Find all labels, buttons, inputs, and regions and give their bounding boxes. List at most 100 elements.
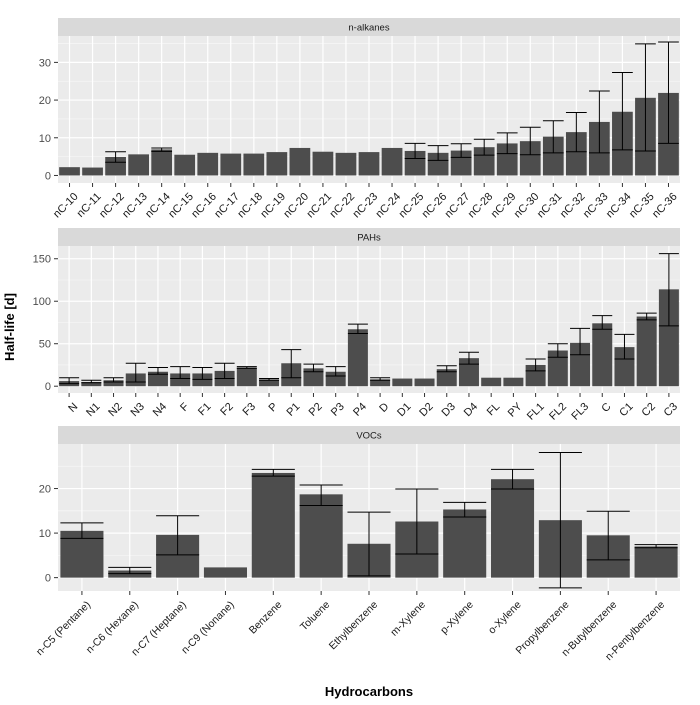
- panel-title: VOCs: [356, 431, 382, 442]
- y-axis-title: Half-life [d]: [2, 293, 17, 361]
- bar: [496, 143, 518, 176]
- x-tick-label: N: [66, 401, 80, 415]
- x-tick-label: N1: [84, 401, 102, 419]
- x-tick-label: P4: [351, 401, 369, 419]
- x-tick-label: nC-26: [420, 191, 450, 221]
- x-tick-label: nC-16: [189, 191, 219, 221]
- y-tick-label: 100: [33, 296, 51, 308]
- bar: [170, 373, 191, 387]
- x-tick-label: FL1: [525, 401, 547, 423]
- bar: [427, 152, 449, 176]
- x-tick-label: nC-30: [512, 191, 542, 221]
- x-tick-label: PY: [506, 400, 525, 419]
- x-tick-label: m-Xylene: [388, 599, 428, 639]
- bar: [220, 153, 242, 176]
- bar: [105, 156, 126, 176]
- bar: [443, 509, 487, 578]
- x-tick-label: D1: [395, 401, 413, 419]
- bar: [414, 378, 435, 387]
- x-tick-label: C: [599, 401, 613, 415]
- x-tick-label: C1: [617, 401, 635, 419]
- x-tick-label: nC-23: [351, 191, 381, 221]
- bar: [542, 136, 564, 176]
- x-tick-label: nC-31: [535, 191, 565, 221]
- panel-strip: [58, 426, 680, 444]
- x-tick-label: C3: [662, 401, 680, 419]
- x-tick-label: F: [178, 401, 191, 414]
- bar: [503, 377, 524, 387]
- bar: [525, 364, 546, 387]
- y-tick-label: 0: [45, 170, 51, 182]
- bar: [259, 379, 280, 387]
- bar: [634, 546, 678, 578]
- y-tick-label: 0: [45, 381, 51, 393]
- bar: [335, 152, 357, 176]
- x-tick-label: nC-27: [443, 191, 473, 221]
- bar: [565, 132, 587, 176]
- y-tick-label: 50: [39, 339, 51, 351]
- x-tick-label: nC-28: [466, 191, 496, 221]
- x-tick-label: nC-12: [97, 191, 127, 221]
- x-tick-label: Toluene: [298, 599, 333, 634]
- bar: [473, 147, 495, 176]
- x-tick-label: nC-19: [258, 191, 288, 221]
- y-tick-label: 10: [39, 528, 51, 540]
- panel-title: n-alkanes: [348, 23, 389, 34]
- x-tick-label: nC-29: [489, 191, 519, 221]
- y-tick-label: 10: [39, 133, 51, 145]
- bar: [458, 358, 479, 387]
- bar: [289, 147, 311, 176]
- x-tick-label: D: [377, 401, 391, 415]
- bar: [82, 167, 103, 176]
- bar: [151, 149, 173, 176]
- x-tick-label: p-Xylene: [438, 599, 476, 637]
- bar: [491, 479, 535, 578]
- x-tick-label: FL: [485, 401, 503, 419]
- x-tick-label: o-Xylene: [486, 599, 524, 637]
- y-tick-label: 0: [45, 573, 51, 585]
- x-tick-label: F2: [218, 401, 236, 419]
- x-tick-label: nC-15: [166, 191, 196, 221]
- x-tick-label: nC-17: [212, 191, 242, 221]
- y-tick-label: 20: [39, 484, 51, 496]
- bar: [381, 147, 403, 176]
- bar: [197, 152, 219, 176]
- x-tick-label: D3: [440, 401, 458, 419]
- x-tick-label: D2: [417, 401, 435, 419]
- x-tick-label: N3: [129, 401, 147, 419]
- x-tick-label: nC-35: [627, 191, 657, 221]
- bar: [59, 167, 80, 176]
- x-tick-label: Benzene: [247, 599, 285, 637]
- y-tick-label: 30: [39, 57, 51, 69]
- bar: [236, 367, 257, 387]
- x-tick-label: nC-24: [374, 191, 404, 221]
- bar: [147, 371, 168, 387]
- x-tick-label: nC-20: [281, 191, 311, 221]
- bar: [81, 381, 102, 387]
- bar: [450, 150, 472, 176]
- panel-strip: [58, 18, 680, 36]
- x-tick-label: P1: [284, 401, 302, 419]
- x-tick-label: FL2: [547, 401, 569, 423]
- x-tick-label: FL3: [569, 401, 591, 423]
- bar: [436, 369, 457, 387]
- bar: [636, 316, 657, 387]
- bar: [312, 151, 334, 176]
- x-tick-label: P3: [329, 401, 347, 419]
- y-tick-label: 150: [33, 254, 51, 266]
- bar: [243, 153, 265, 176]
- x-tick-label: N2: [106, 401, 124, 419]
- bar: [251, 472, 295, 578]
- bar: [481, 377, 502, 387]
- bar: [103, 380, 124, 387]
- bar: [299, 494, 343, 578]
- panel-0: n-alkanes0102030nC-10nC-11nC-12nC-13nC-1…: [39, 18, 680, 220]
- bar: [547, 350, 568, 387]
- x-tick-label: nC-32: [558, 191, 588, 221]
- x-tick-label: P: [267, 401, 281, 415]
- x-axis-title: Hydrocarbons: [325, 684, 413, 699]
